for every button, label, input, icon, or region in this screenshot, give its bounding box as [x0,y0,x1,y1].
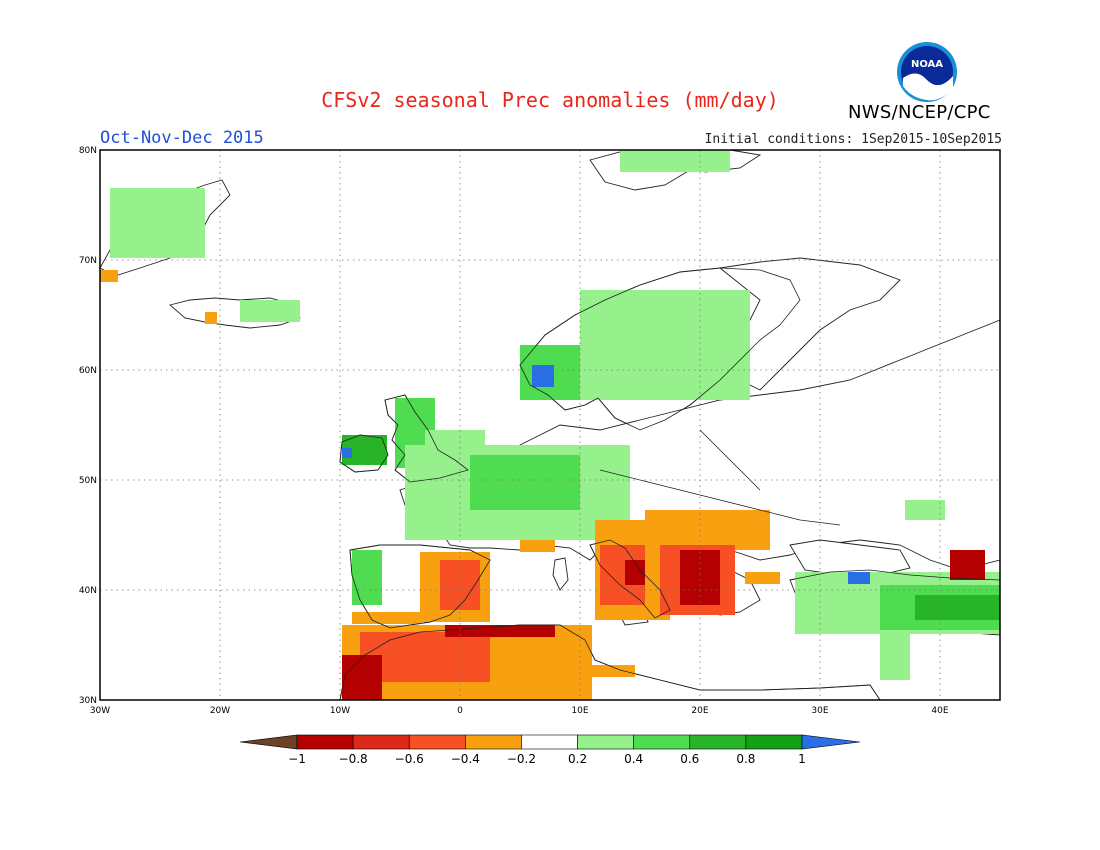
lon-label: 30W [90,706,110,716]
lon-labels: 30W 20W 10W 0 10E 20E 30E 40E [90,706,949,716]
colorbar-swatch [465,734,522,750]
greenland-dry [100,270,118,282]
colorbar-swatch [352,734,410,750]
iceland-dry [205,312,217,324]
balkans-dry [645,510,770,550]
lon-label: 0 [457,706,463,716]
colorbar-legend [239,734,861,750]
season-label: Oct-Nov-Dec 2015 [100,128,264,148]
greenland-wet [110,188,205,258]
colorbar-tick-label: −0.8 [339,752,368,766]
lon-label: 30E [811,706,828,716]
colorbar-tick-label: −1 [288,752,306,766]
map-title: CFSv2 seasonal Prec anomalies (mm/day) [321,88,779,112]
colorbar-swatch [296,734,354,750]
noaa-logo: NOAA [897,42,957,102]
colorbar-high-arrow [801,734,861,750]
caucasus-dry [950,550,985,580]
colorbar-swatch [408,734,466,750]
colorbar-tick-label: 0.4 [624,752,643,766]
lat-label: 80N [79,146,97,156]
colorbar-swatch [745,734,803,750]
iceland-wet [240,300,300,322]
colorbar-swatch [633,734,691,750]
lat-label: 60N [79,366,97,376]
lat-label: 70N [79,256,97,266]
lat-label: 50N [79,476,97,486]
lon-label: 20E [691,706,708,716]
lon-label: 20W [210,706,230,716]
colorbar-tick-label: 1 [798,752,806,766]
colorbar-tick-label: 0.8 [736,752,755,766]
agency-label: NWS/NCEP/CPC [848,102,991,123]
lat-label: 40N [79,586,97,596]
colorbar-tick-label: 0.6 [680,752,699,766]
colorbar-labels: −1 −0.8 −0.6 −0.4 −0.2 0.2 0.4 0.6 0.8 1 [288,752,806,766]
colorbar-tick-label: −0.2 [507,752,536,766]
black-sea [789,539,911,576]
colorbar-tick-label: −0.4 [451,752,480,766]
positive-anomalies [110,150,1000,680]
map-frame [99,149,1001,701]
lat-label: 30N [79,696,97,706]
colorbar-low-arrow [239,734,298,750]
colorbar-tick-label: 0.2 [568,752,587,766]
lat-labels: 80N 70N 60N 50N 40N 30N [79,146,97,706]
negative-anomalies [100,270,985,700]
lon-label: 10E [571,706,588,716]
colorbar-swatch [521,734,578,750]
logo-text: NOAA [911,59,943,70]
colorbar-tick-label: −0.6 [395,752,424,766]
sweden-wet [580,290,750,400]
lon-label: 40E [931,706,948,716]
lon-label: 10W [330,706,350,716]
svalbard-wet [620,150,730,172]
gridlines [99,149,1000,701]
colorbar-swatch [577,734,634,750]
initial-conditions-label: Initial conditions: 1Sep2015-10Sep2015 [704,132,1002,147]
colorbar-swatch [689,734,747,750]
portugal-wet [352,550,382,605]
